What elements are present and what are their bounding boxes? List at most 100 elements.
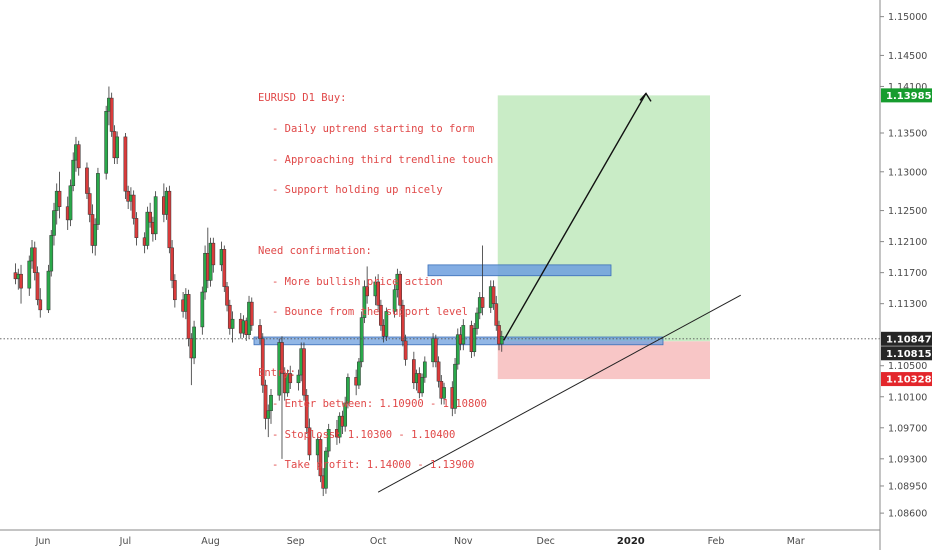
x-tick-label: Dec	[537, 536, 555, 547]
annotation-point: - Support holding up nicely	[272, 184, 443, 197]
x-tick-label: Sep	[287, 536, 305, 547]
candle	[318, 435, 323, 483]
candle	[57, 171, 62, 219]
candle	[170, 240, 174, 289]
candle	[480, 245, 485, 316]
candle	[266, 404, 271, 438]
annotation-point: - More bullish price action	[272, 275, 443, 288]
overlay-layer	[0, 92, 880, 493]
candles-layer	[13, 86, 504, 497]
candle	[436, 356, 441, 388]
y-tick-label: 1.10500	[888, 361, 927, 372]
candle	[13, 263, 18, 285]
candle	[302, 342, 306, 401]
candle	[35, 266, 40, 306]
candle	[411, 351, 416, 389]
candle	[85, 162, 89, 199]
candle	[362, 280, 367, 324]
zones-layer	[253, 95, 710, 380]
price-label: 1.10815	[881, 346, 932, 361]
y-tick-label: 1.12500	[888, 206, 927, 217]
annotation-point: - Enter between: 1.10900 - 1.10800	[272, 398, 487, 411]
candle	[442, 382, 446, 405]
candle	[379, 299, 383, 331]
candle	[52, 202, 56, 246]
trade-idea-annotation: EURUSD D1 Buy: - Daily uptrend starting …	[258, 73, 518, 481]
annotation-confirm-title: Need confirmation:	[258, 245, 372, 258]
y-tick-label: 1.13000	[888, 167, 927, 178]
y-tick-label: 1.08950	[888, 481, 927, 492]
candle	[186, 289, 191, 347]
x-tick-label: Jul	[119, 536, 131, 547]
x-tick-label: Feb	[708, 536, 725, 547]
candle	[337, 412, 342, 444]
candle	[304, 389, 309, 434]
candle	[403, 334, 408, 366]
y-tick-label: 1.13500	[888, 129, 927, 140]
annotation-entry-title: Entry:	[258, 367, 296, 380]
candle	[222, 245, 227, 293]
candle	[285, 369, 290, 397]
candle	[392, 284, 397, 318]
candle	[19, 264, 23, 304]
svg-text:1.13985: 1.13985	[886, 91, 932, 102]
annotation-point: - Daily uptrend starting to form	[272, 123, 475, 136]
candle	[32, 241, 37, 281]
candle	[71, 152, 76, 192]
candle	[230, 311, 235, 343]
candle	[173, 274, 177, 308]
y-tick-label: 1.15000	[888, 12, 927, 23]
annotation-point: - Stoploss: 1.10300 - 1.10400	[272, 428, 456, 441]
candle	[420, 373, 424, 397]
candle	[131, 190, 136, 225]
loss-zone	[497, 341, 710, 380]
candle	[296, 369, 301, 391]
candle	[27, 255, 32, 296]
svg-text:1.10815: 1.10815	[886, 349, 932, 360]
candle	[269, 389, 273, 424]
candle	[93, 218, 98, 256]
candle	[211, 237, 216, 273]
price-label: 1.10328	[881, 372, 932, 387]
candle	[76, 140, 81, 176]
candle	[455, 328, 460, 370]
candle	[491, 280, 496, 310]
candle	[497, 320, 501, 351]
candle	[109, 92, 114, 137]
candle	[227, 299, 232, 335]
x-tick-label: Aug	[201, 536, 220, 547]
candle	[38, 288, 43, 318]
candle	[200, 286, 205, 335]
candle	[494, 295, 499, 331]
y-tick-label: 1.08600	[888, 509, 927, 520]
price-label: 1.10847	[881, 331, 932, 346]
candle	[134, 212, 139, 246]
candle	[384, 307, 389, 341]
candle	[359, 311, 364, 368]
candle	[453, 357, 457, 414]
candle	[365, 266, 369, 304]
candle	[68, 179, 73, 227]
trendline	[377, 294, 741, 493]
y-tick-label: 1.14100	[888, 82, 927, 93]
candle	[326, 423, 331, 458]
y-tick-label: 1.09700	[888, 423, 927, 434]
candle	[324, 447, 328, 494]
candle	[46, 264, 51, 313]
candle	[167, 185, 172, 254]
arrow-head	[639, 92, 652, 102]
candle	[123, 133, 128, 199]
candle	[115, 131, 120, 165]
candle	[307, 418, 312, 461]
candle	[49, 229, 54, 277]
candle	[357, 357, 361, 389]
candle	[499, 330, 504, 352]
price-label: 1.13985	[881, 88, 932, 103]
candle	[376, 274, 380, 312]
candle	[288, 365, 293, 389]
x-tick-label: Jun	[35, 536, 51, 547]
candle	[472, 323, 477, 357]
y-tick-label: 1.10100	[888, 392, 927, 403]
